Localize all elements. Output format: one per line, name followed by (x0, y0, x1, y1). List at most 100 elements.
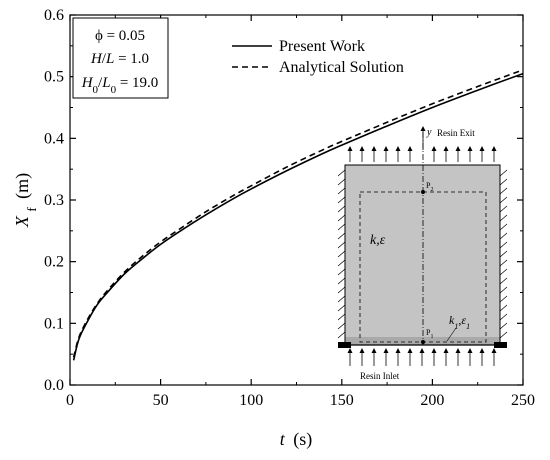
x-axis-label-var: t (280, 429, 286, 449)
inset-hatch-mark (499, 304, 508, 312)
y-axis-ticks: 0.0 0.1 0.2 0.3 0.4 0.5 0.6 (44, 7, 523, 394)
inset-hatch-mark (499, 223, 508, 231)
y-axis-label: X f (m) (12, 173, 39, 228)
inset-domain (344, 164, 501, 346)
x-axis-label: t (s) (280, 429, 313, 450)
inset-leader-line (446, 327, 457, 342)
inset-label-resin-exit: Resin Exit (437, 128, 475, 138)
inset-hatch-mark (337, 232, 346, 240)
inset-hatch-mark (499, 313, 508, 321)
y-tick-label: 0.6 (44, 7, 64, 24)
inset-hatch-mark (499, 295, 508, 303)
inset-hatch-mark (337, 304, 346, 312)
inset-label-y-axis: y (426, 127, 432, 138)
inset-inflow-arrow (455, 348, 461, 366)
y-tick-label: 0.2 (44, 254, 64, 271)
inset-hatch-mark (337, 214, 346, 222)
inset-hatch-mark (337, 286, 346, 294)
inset-hatch-mark (499, 250, 508, 258)
inset-outflow-arrow (431, 146, 437, 162)
inset-hatch-mark (337, 187, 346, 195)
inset-inflow-arrow (443, 348, 449, 366)
y-tick-label: 0.0 (44, 377, 64, 394)
inset-hatch-mark (499, 196, 508, 204)
inset-inflow-arrow (419, 348, 425, 366)
inset-y-axis-arrow (420, 126, 426, 150)
inset-hatch-mark (337, 223, 346, 231)
parameter-h0-over-l0: H0/L0 = 19.0 (81, 75, 159, 96)
inset-schematic: Resin Exit y P2 P1 k,ε k1,ε1 Resin Inlet (337, 126, 508, 381)
inset-hatch-mark (499, 214, 508, 222)
inset-inflow-arrow (395, 348, 401, 366)
inset-hatch-mark (337, 205, 346, 213)
parameter-phi: ϕ = 0.05 (95, 28, 145, 44)
inset-hatch-mark (337, 331, 346, 339)
inset-outflow-arrow (407, 146, 413, 162)
inset-hatch-mark (499, 241, 508, 249)
inset-label-k1-epsilon1: k1,ε1 (449, 313, 470, 331)
inset-hatch-mark (337, 277, 346, 285)
x-tick-label: 0 (66, 392, 74, 409)
inset-wall-right (499, 165, 508, 345)
inset-outflow-arrow (371, 146, 377, 162)
x-axis-label-unit: (s) (293, 429, 312, 450)
inset-outflow-arrows (347, 126, 497, 162)
y-axis-label-unit: (m) (12, 173, 33, 199)
inset-hatch-mark (499, 205, 508, 213)
inset-hatch-mark (337, 295, 346, 303)
inset-hatch-mark (337, 322, 346, 330)
inset-outflow-arrow (395, 146, 401, 162)
y-axis-label-sub: f (24, 207, 39, 212)
x-tick-label: 150 (330, 392, 354, 409)
inset-label-k-epsilon: k,ε (370, 233, 386, 248)
inset-point-p2 (421, 190, 425, 194)
legend-label-analytical-solution: Analytical Solution (279, 59, 404, 76)
series-line-analytical-solution (72, 69, 524, 358)
inset-label-p1: P1 (426, 328, 433, 340)
inset-hatch-mark (337, 268, 346, 276)
inset-hatch-mark (499, 268, 508, 276)
inset-label-p2: P2 (426, 181, 433, 193)
inset-hatch-mark (499, 286, 508, 294)
inset-hatch-mark (337, 241, 346, 249)
inset-hatch-mark (499, 331, 508, 339)
inset-point-p1 (421, 340, 425, 344)
parameter-h-over-l: H/L = 1.0 (90, 51, 149, 67)
inset-hatch-mark (499, 322, 508, 330)
inset-wall-left (337, 165, 346, 345)
inset-hatch-mark (499, 187, 508, 195)
parameter-box: ϕ = 0.05 H/L = 1.0 H0/L0 = 19.0 (72, 17, 169, 99)
inset-inflow-arrows (347, 348, 497, 366)
x-tick-label: 200 (420, 392, 444, 409)
inset-inflow-arrow (479, 348, 485, 366)
legend-label-present-work: Present Work (279, 38, 365, 55)
x-axis-ticks: 0 50 100 150 200 250 (66, 15, 535, 409)
inset-outflow-arrow (479, 146, 485, 162)
inset-inflow-arrow (431, 348, 437, 366)
inset-hatch-mark (337, 313, 346, 321)
y-tick-label: 0.1 (44, 315, 64, 332)
inset-hatch-mark (499, 277, 508, 285)
inset-outflow-arrow (347, 146, 353, 162)
series-line-present-work (72, 72, 524, 361)
inset-hatch-mark (499, 178, 508, 186)
inset-hatch-mark (337, 178, 346, 186)
x-tick-label: 100 (239, 392, 263, 409)
inset-inflow-arrow (407, 348, 413, 366)
x-tick-label: 50 (153, 392, 169, 409)
inset-hatch-mark (499, 232, 508, 240)
inset-inflow-arrow (467, 348, 473, 366)
inset-inflow-arrow (347, 348, 353, 366)
y-tick-label: 0.5 (44, 69, 64, 86)
inset-outflow-arrow (491, 146, 497, 162)
inset-hatch-mark (337, 169, 346, 177)
inset-hatch-mark (337, 196, 346, 204)
inset-hatch-mark (337, 250, 346, 258)
legend: Present Work Analytical Solution (232, 38, 404, 76)
inset-outflow-arrow (443, 146, 449, 162)
inset-outflow-arrow (383, 146, 389, 162)
inset-outflow-arrow (455, 146, 461, 162)
inset-inflow-arrow (491, 348, 497, 366)
inset-outflow-arrow (359, 146, 365, 162)
